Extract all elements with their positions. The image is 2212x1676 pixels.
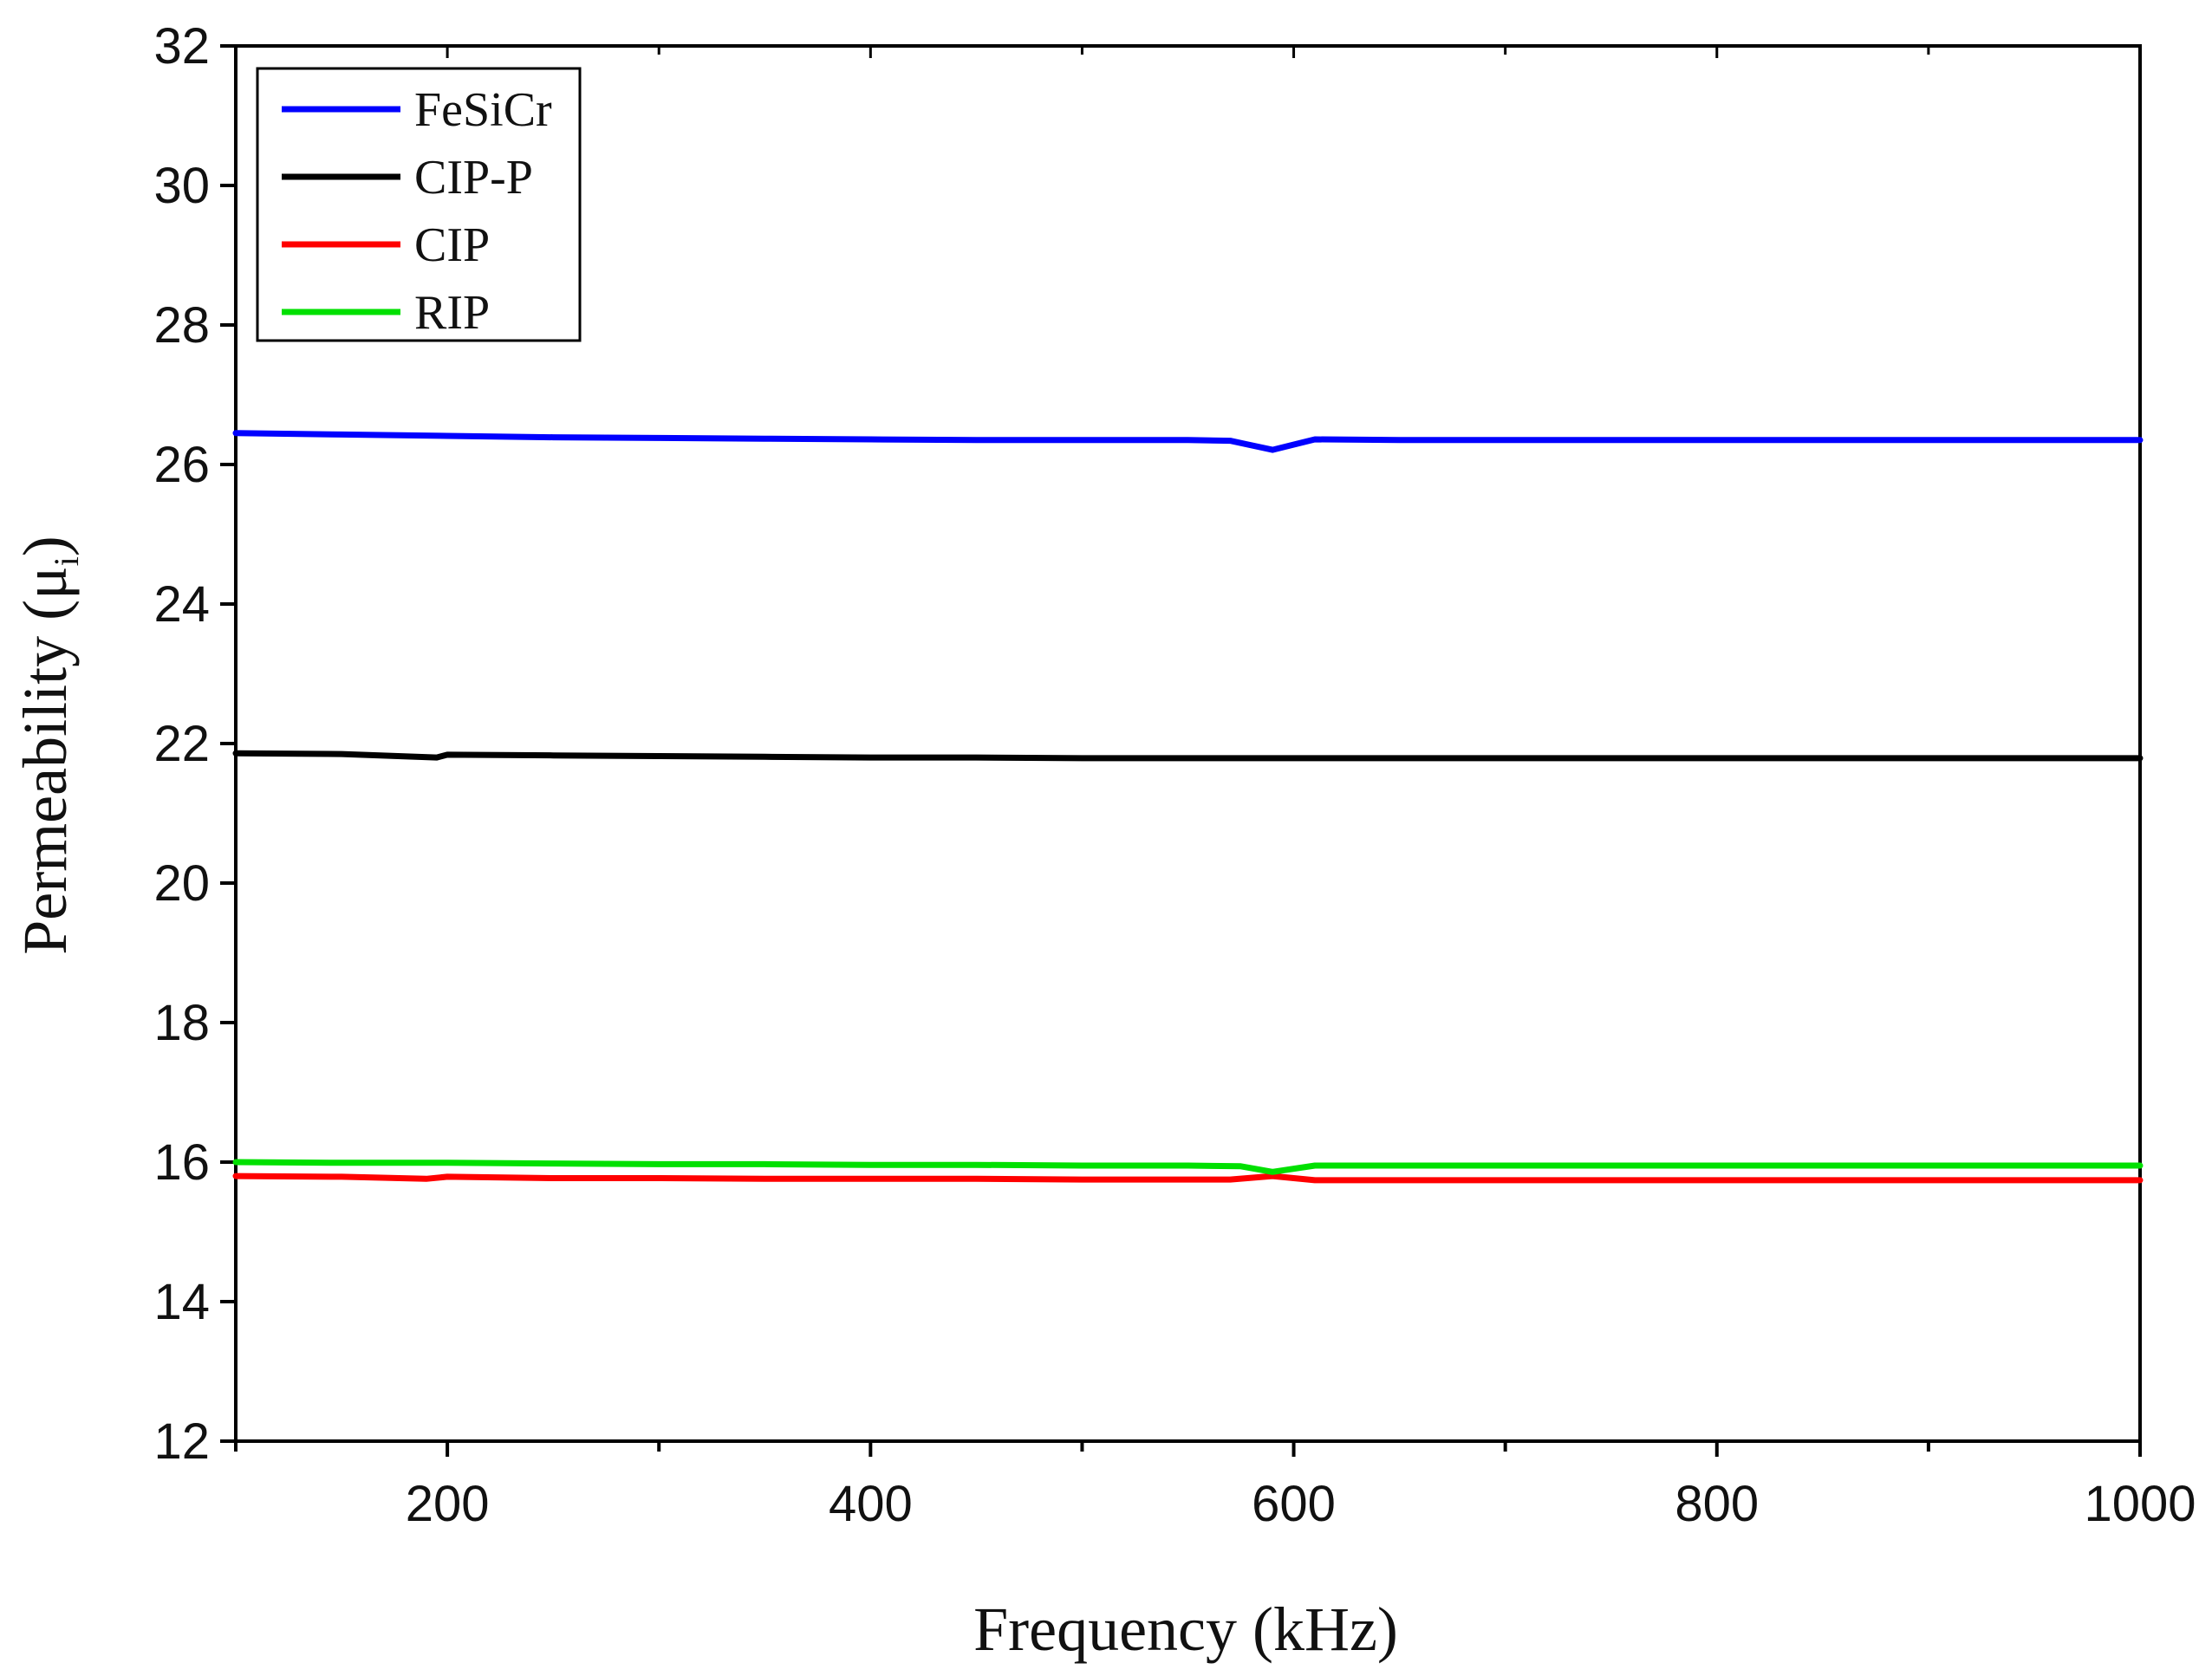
y-axis-title-main: Permeability (μ [10, 566, 80, 955]
legend-label-rip: RIP [414, 286, 490, 340]
x-tick-label: 600 [1252, 1476, 1336, 1532]
y-axis-title-subscript: i [47, 556, 86, 566]
y-axis-title-close: ) [10, 536, 80, 556]
y-tick-label: 32 [153, 18, 210, 75]
x-tick-label: 800 [1675, 1476, 1759, 1532]
axis-ticks: 12 14 16 18 20 22 24 26 28 30 32 200 400 600 800 1000 [153, 18, 2196, 1532]
y-axis-title: Permeability (μi) [10, 536, 86, 955]
y-tick-label: 12 [153, 1413, 210, 1470]
x-tick-label: 200 [406, 1476, 490, 1532]
y-tick-label: 16 [153, 1134, 210, 1191]
legend-box [256, 67, 582, 342]
series-line-fesicr [232, 430, 2144, 453]
legend-label-cip: CIP [414, 218, 490, 272]
y-tick-label: 30 [153, 158, 210, 214]
y-tick-label: 24 [153, 576, 210, 633]
y-tick-label: 14 [153, 1274, 210, 1330]
series-lines [232, 430, 2144, 1184]
series-line-cip-p [232, 750, 2144, 762]
legend: FeSiCr CIP-P CIP RIP [256, 67, 582, 342]
y-tick-label: 20 [153, 855, 210, 912]
y-tick-label: 28 [153, 297, 210, 354]
legend-label-cip-p: CIP-P [414, 151, 533, 205]
y-tick-label: 18 [153, 995, 210, 1051]
x-tick-label: 1000 [2084, 1476, 2196, 1532]
series-line-cip [232, 1173, 2144, 1184]
x-tick-label: 400 [829, 1476, 913, 1532]
legend-label-fesicr: FeSiCr [414, 83, 552, 137]
y-tick-label: 26 [153, 437, 210, 493]
x-axis-title: Frequency (kHz) [973, 1595, 1398, 1664]
y-tick-label: 22 [153, 716, 210, 772]
series-line-rip [232, 1159, 2144, 1175]
